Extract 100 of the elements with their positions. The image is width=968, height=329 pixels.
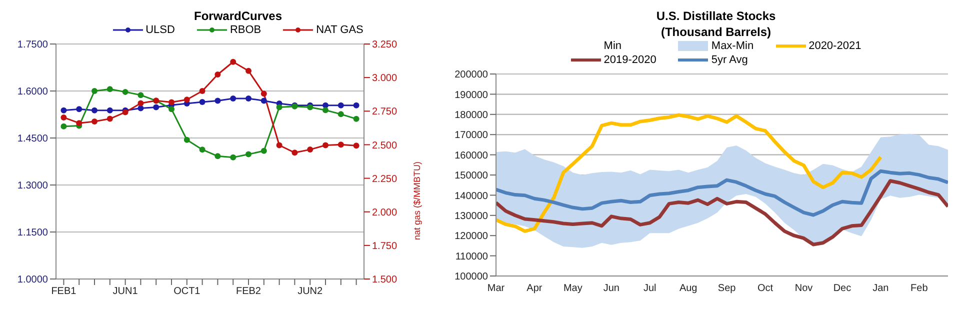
point [199, 88, 206, 94]
x-tick-label: Dec [833, 283, 852, 294]
x-tick-label: FEB1 [51, 286, 77, 298]
point [322, 142, 328, 148]
y-tick-label: 1.1500 [17, 228, 48, 239]
point [60, 107, 67, 114]
y2-tick-label: 2.500 [372, 140, 398, 152]
y-tick-label: 180000 [454, 110, 488, 121]
x-tick-label: OCT1 [174, 286, 201, 298]
point [276, 142, 282, 148]
y-tick-label: 140000 [454, 190, 488, 202]
x-tick-label: Jan [872, 283, 889, 294]
legend-label: 5yr Avg [711, 54, 748, 66]
point [92, 88, 98, 94]
point [214, 98, 221, 104]
point [307, 146, 314, 153]
y2-tick-label: 2.000 [372, 207, 398, 218]
point [353, 116, 360, 122]
point [353, 102, 360, 108]
x-tick-label: FEB2 [236, 286, 262, 298]
chart-title: U.S. Distillate Stocks (Thousand Barrels) [655, 8, 777, 40]
point [230, 96, 236, 102]
point [338, 111, 344, 118]
point [246, 151, 252, 158]
point [246, 96, 252, 102]
y-tick-label: 110000 [455, 251, 488, 262]
x-tick-label: Nov [794, 283, 813, 294]
point [199, 98, 206, 105]
legend-label: 2020-2021 [808, 40, 862, 52]
x-tick-label: Apr [526, 283, 543, 294]
point [230, 154, 236, 160]
legend-label: 2019-2020 [604, 54, 656, 66]
point [76, 106, 82, 112]
point [260, 98, 267, 104]
y-tick-label: 160000 [454, 150, 488, 162]
point [92, 107, 98, 114]
chart-title: ForwardCurves [192, 8, 284, 24]
y-tick-label: 1.3000 [17, 180, 48, 192]
y-tick-label: 100000 [454, 272, 488, 283]
x-tick-label: Feb [910, 283, 928, 294]
y2-axis-title: nat gas ($/MMBTU) [412, 162, 422, 240]
point [76, 120, 82, 126]
y-tick-label: 130000 [454, 210, 488, 222]
y-tick-label: 170000 [454, 130, 488, 142]
legend-label: NAT GAS [316, 24, 364, 36]
text: Min [602, 40, 623, 52]
point [260, 148, 267, 154]
x-tick-label: May [563, 283, 582, 294]
point [106, 107, 113, 114]
point [138, 105, 144, 112]
point [199, 146, 206, 153]
point [322, 107, 328, 114]
point [353, 142, 360, 149]
y2-tick-label: 1.500 [372, 274, 398, 286]
y2-tick-label: 3.250 [372, 40, 398, 51]
y2-tick-label: 3.000 [372, 73, 398, 84]
point [92, 118, 98, 124]
point [122, 88, 128, 95]
y-tick-label: 1.4500 [17, 134, 48, 145]
x-tick-label: JUN1 [112, 286, 138, 298]
legend-label: Max-Min [711, 40, 754, 52]
point [338, 102, 344, 108]
y2-tick-label: 2.750 [372, 106, 398, 118]
y2-tick-label: 2.250 [372, 174, 398, 185]
point [153, 104, 160, 110]
point [184, 96, 190, 103]
point [60, 123, 67, 130]
point [106, 86, 113, 92]
point [214, 71, 221, 78]
y-tick-label: 1.6000 [17, 86, 48, 98]
legend-label: ULSD [146, 24, 175, 36]
y-tick-label: 150000 [454, 170, 488, 182]
x-tick-label: Aug [679, 283, 698, 294]
point [138, 100, 144, 106]
point [214, 153, 221, 160]
x-tick-label: Jul [643, 283, 656, 294]
x-tick-label: Sep [718, 283, 736, 294]
x-tick-label: Mar [487, 283, 506, 294]
x-tick-label: Oct [757, 283, 774, 294]
point [338, 142, 344, 148]
point [184, 136, 190, 143]
y-tick-label: 1.7500 [17, 40, 48, 51]
y-tick-label: 1.0000 [17, 274, 48, 286]
line-series [496, 169, 948, 217]
point [106, 116, 113, 122]
point [230, 58, 236, 65]
point [246, 68, 252, 74]
line-series [496, 113, 882, 233]
x-tick-label: Jun [603, 283, 620, 294]
point [292, 150, 298, 156]
line-series [496, 179, 948, 246]
y-tick-label: 190000 [454, 90, 488, 101]
legend-label: RBOB [230, 24, 262, 36]
point [276, 104, 282, 110]
y-tick-label: 200000 [454, 70, 488, 81]
x-tick-label: JUN2 [298, 286, 324, 298]
y2-tick-label: 1.750 [372, 240, 398, 252]
y-tick-label: 120000 [454, 231, 488, 242]
point [138, 92, 144, 98]
point [60, 114, 67, 120]
